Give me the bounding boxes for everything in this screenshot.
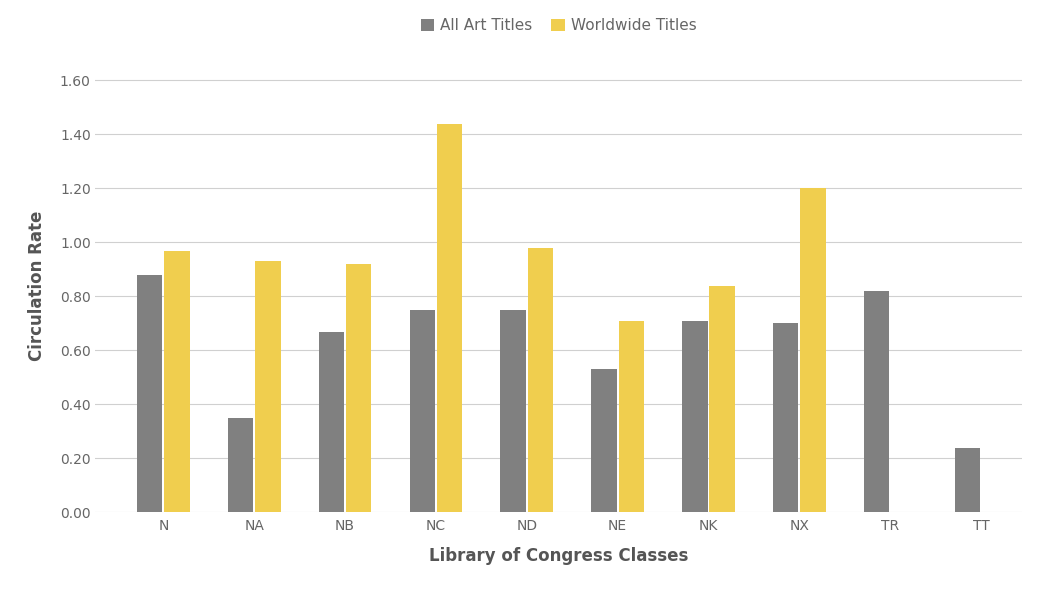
Bar <box>864 291 890 512</box>
Bar <box>501 310 526 512</box>
Bar <box>619 321 644 512</box>
Bar <box>436 124 463 512</box>
Bar <box>318 332 345 512</box>
Bar <box>800 188 825 512</box>
Bar <box>346 264 371 512</box>
Bar <box>591 369 617 512</box>
Legend: All Art Titles, Worldwide Titles: All Art Titles, Worldwide Titles <box>414 12 703 39</box>
Bar <box>164 250 190 512</box>
Bar <box>255 262 280 512</box>
Bar <box>955 448 980 512</box>
Y-axis label: Circulation Rate: Circulation Rate <box>27 210 46 361</box>
Bar <box>773 323 799 512</box>
Bar <box>709 286 735 512</box>
Bar <box>228 418 253 512</box>
Bar <box>528 248 553 512</box>
Bar <box>137 275 162 512</box>
Bar <box>410 310 435 512</box>
Bar <box>682 321 707 512</box>
X-axis label: Library of Congress Classes: Library of Congress Classes <box>429 547 688 565</box>
